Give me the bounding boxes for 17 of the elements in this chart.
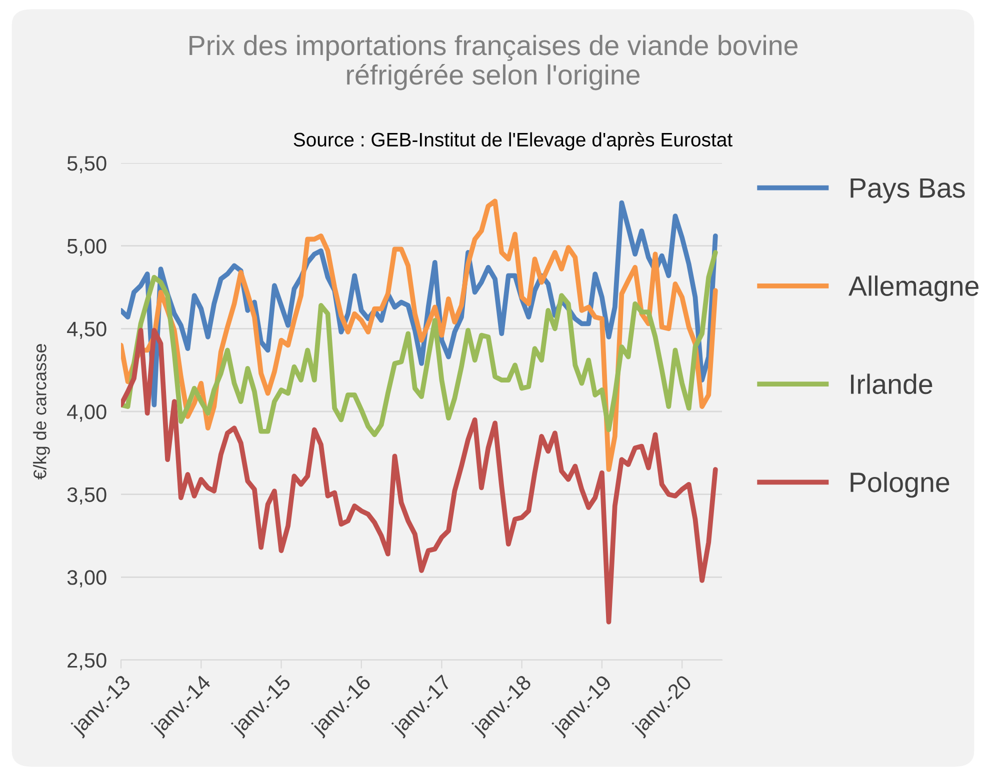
y-tick-label: 4,00 bbox=[67, 404, 106, 422]
legend-label: Pologne bbox=[850, 472, 950, 498]
line-series bbox=[121, 198, 718, 472]
y-tick-label: 2,50 bbox=[68, 653, 106, 670]
y-tick-label: 4,50 bbox=[67, 322, 106, 339]
source-note: Source : GEB-Institut de l'Elevage d'après Eurostat bbox=[294, 132, 732, 150]
legend-label: Irlande bbox=[851, 374, 932, 394]
line-series bbox=[121, 328, 718, 624]
y-tick-label: 3,00 bbox=[67, 570, 106, 588]
y-tick-label: 3,50 bbox=[67, 487, 106, 505]
y-tick-label: 5,50 bbox=[67, 156, 106, 174]
legend-label: Allemagne bbox=[848, 276, 978, 302]
y-tick-label: 5,00 bbox=[67, 238, 106, 256]
chart-title: Prix des importations françaises de viande bovine réfrigérée selon l'origine bbox=[190, 34, 798, 90]
y-axis-title: €/kg de carcasse bbox=[33, 344, 50, 480]
line-series bbox=[121, 250, 718, 438]
legend-label: Pays Bas bbox=[850, 178, 965, 204]
